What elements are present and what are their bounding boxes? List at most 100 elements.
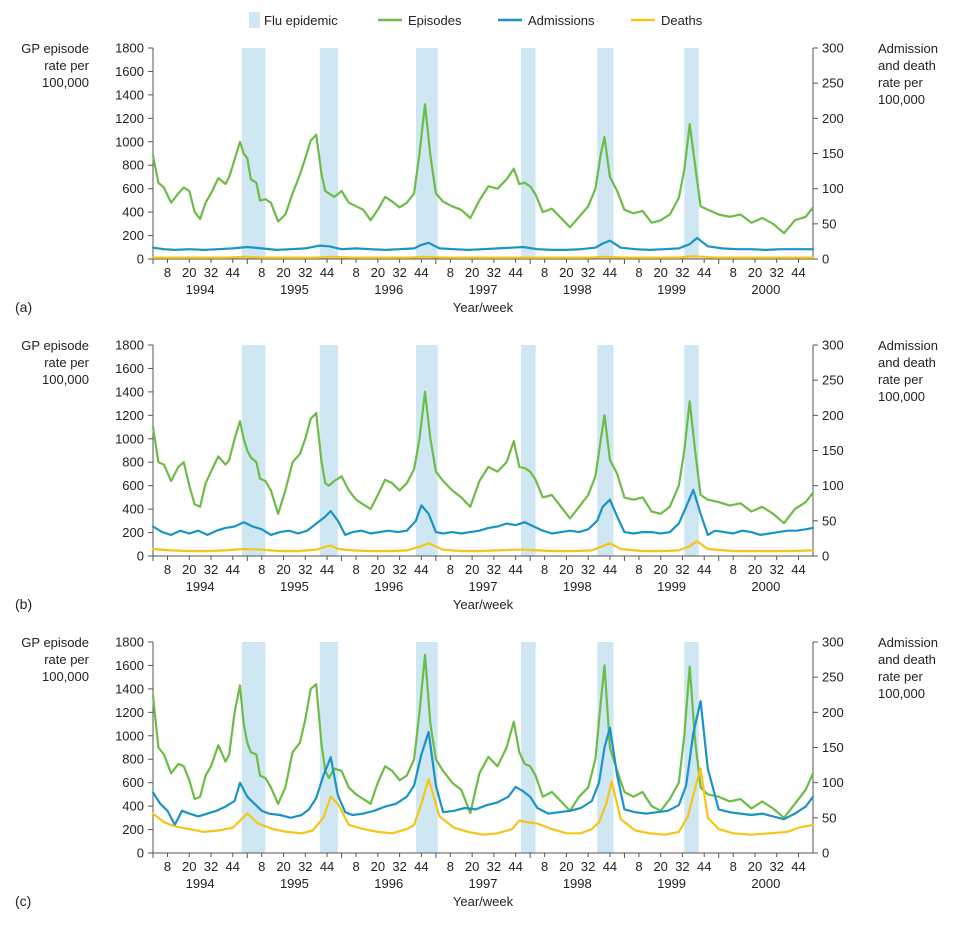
week-tick-label: 44 xyxy=(414,859,428,874)
week-tick-label: 8 xyxy=(730,859,737,874)
year-label: 1994 xyxy=(186,579,215,594)
series-line-admissions-b xyxy=(151,488,815,537)
year-label: 1996 xyxy=(374,579,403,594)
week-tick-label: 44 xyxy=(508,265,522,280)
left-tick-label: 600 xyxy=(122,775,144,790)
right-tick-label: 200 xyxy=(822,705,844,720)
week-tick-label: 8 xyxy=(258,859,265,874)
left-axis-title-line: rate per xyxy=(44,652,89,667)
week-tick-label: 32 xyxy=(204,265,218,280)
panel-b: 0 200 400 600 800 1000 1200 1400 1600 1800 0 50 100 1… xyxy=(15,338,938,613)
left-tick-label: 600 xyxy=(122,181,144,196)
x-axis-title: Year/week xyxy=(453,597,514,612)
week-tick-label: 8 xyxy=(447,265,454,280)
left-tick-label: 1400 xyxy=(115,384,144,399)
week-tick-label: 32 xyxy=(298,265,312,280)
left-tick-label: 800 xyxy=(122,158,144,173)
right-tick-label: 0 xyxy=(822,846,829,861)
left-tick-label: 1200 xyxy=(115,705,144,720)
right-axis-title-line: rate per xyxy=(878,669,923,684)
week-tick-label: 32 xyxy=(204,859,218,874)
week-tick-label: 44 xyxy=(697,562,711,577)
week-tick-label: 8 xyxy=(635,265,642,280)
week-tick-label: 44 xyxy=(226,265,240,280)
right-tick-label: 100 xyxy=(822,181,844,196)
left-axis-title-line: 100,000 xyxy=(42,372,89,387)
left-tick-label: 0 xyxy=(137,846,144,861)
week-tick-label: 20 xyxy=(748,859,762,874)
legend-flu-swatch xyxy=(249,12,260,28)
left-tick-label: 400 xyxy=(122,205,144,220)
series-line-episodes-b xyxy=(151,390,815,525)
week-tick-label: 32 xyxy=(770,859,784,874)
week-tick-label: 44 xyxy=(697,859,711,874)
year-label: 1996 xyxy=(374,282,403,297)
flu-band-a-1 xyxy=(241,48,266,259)
left-tick-label: 200 xyxy=(122,822,144,837)
left-tick-label: 1600 xyxy=(115,361,144,376)
week-tick-label: 32 xyxy=(298,859,312,874)
week-tick-label: 44 xyxy=(791,562,805,577)
flu-band-b-1 xyxy=(241,345,266,556)
left-tick-label: 1400 xyxy=(115,87,144,102)
panel-c: 0 200 400 600 800 1000 1200 1400 1600 1800 0 50 100 1… xyxy=(15,635,938,910)
week-tick-label: 44 xyxy=(603,859,617,874)
year-label: 1994 xyxy=(186,282,215,297)
week-tick-label: 20 xyxy=(182,562,196,577)
year-label: 1994 xyxy=(186,876,215,891)
year-label: 2000 xyxy=(751,282,780,297)
year-label: 1999 xyxy=(657,876,686,891)
panel-a: 0 200 400 600 800 1000 1200 1400 1600 1800 0 50 100 1… xyxy=(15,41,938,316)
week-tick-label: 32 xyxy=(487,562,501,577)
week-tick-label: 20 xyxy=(465,859,479,874)
right-axis-title-line: Admission xyxy=(878,635,938,650)
week-tick-label: 20 xyxy=(182,265,196,280)
right-tick-label: 0 xyxy=(822,549,829,564)
legend-admissions-label: Admissions xyxy=(528,13,595,28)
week-tick-label: 8 xyxy=(730,562,737,577)
week-tick-label: 20 xyxy=(559,265,573,280)
legend: Flu epidemic Episodes Admissions Deaths xyxy=(249,12,703,28)
flu-band-a-4 xyxy=(521,48,536,259)
week-tick-label: 32 xyxy=(675,562,689,577)
week-tick-label: 32 xyxy=(581,859,595,874)
week-tick-label: 8 xyxy=(730,265,737,280)
panel-label: (b) xyxy=(15,596,32,612)
right-axis-title-line: and death xyxy=(878,58,936,73)
week-tick-label: 32 xyxy=(392,562,406,577)
year-label: 1997 xyxy=(469,282,498,297)
right-axis-title-line: Admission xyxy=(878,338,938,353)
left-tick-label: 200 xyxy=(122,228,144,243)
week-tick-label: 20 xyxy=(371,859,385,874)
left-axis-title-line: 100,000 xyxy=(42,75,89,90)
year-label: 2000 xyxy=(751,579,780,594)
week-tick-label: 8 xyxy=(447,859,454,874)
right-tick-label: 50 xyxy=(822,513,836,528)
flu-band-a-5 xyxy=(597,48,614,259)
series-line-episodes-a xyxy=(151,103,815,235)
week-tick-label: 32 xyxy=(770,265,784,280)
left-tick-label: 0 xyxy=(137,549,144,564)
flu-band-a-3 xyxy=(415,48,438,259)
flu-band-a-6 xyxy=(684,48,699,259)
right-tick-label: 100 xyxy=(822,478,844,493)
left-tick-label: 400 xyxy=(122,502,144,517)
flu-band-b-5 xyxy=(597,345,614,556)
flu-band-b-3 xyxy=(415,345,438,556)
week-tick-label: 20 xyxy=(465,265,479,280)
year-label: 1997 xyxy=(469,579,498,594)
legend-deaths-label: Deaths xyxy=(661,13,703,28)
week-tick-label: 32 xyxy=(770,562,784,577)
series-line-deaths-c xyxy=(151,767,815,836)
right-axis-title-line: rate per xyxy=(878,75,923,90)
week-tick-label: 32 xyxy=(487,265,501,280)
right-tick-label: 250 xyxy=(822,670,844,685)
left-axis-title-line: GP episode xyxy=(21,635,89,650)
week-tick-label: 44 xyxy=(791,265,805,280)
week-tick-label: 32 xyxy=(298,562,312,577)
right-tick-label: 150 xyxy=(822,740,844,755)
left-tick-label: 200 xyxy=(122,525,144,540)
week-tick-label: 8 xyxy=(258,562,265,577)
right-tick-label: 0 xyxy=(822,252,829,267)
